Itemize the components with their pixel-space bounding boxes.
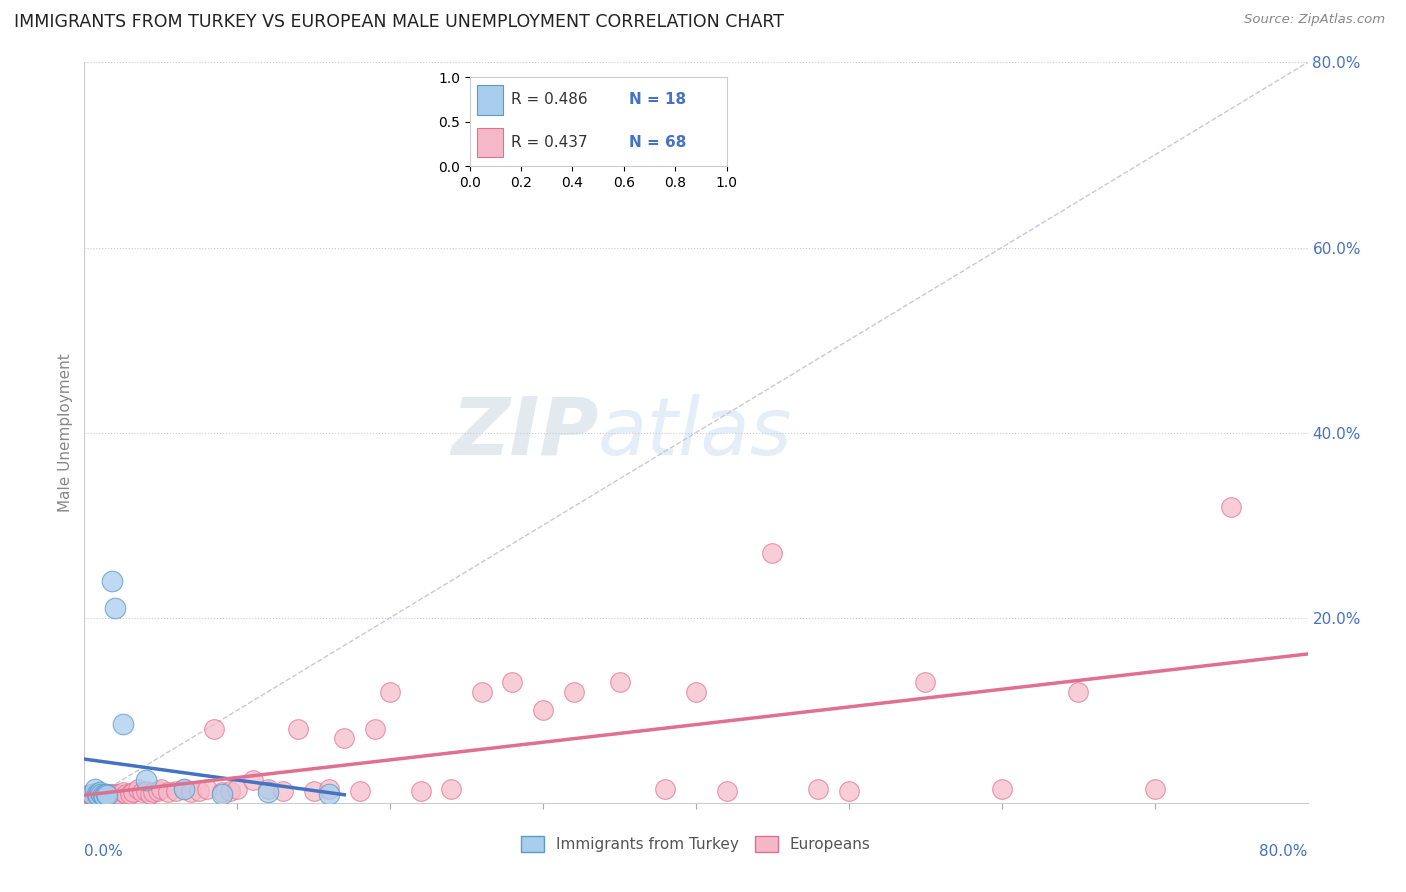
Point [471, 685, 494, 699]
Point [94, 788, 117, 802]
Point [80, 789, 103, 803]
Point [349, 784, 371, 798]
Point [409, 784, 432, 798]
Point [131, 785, 153, 799]
Point [149, 781, 172, 796]
Point [83, 788, 105, 802]
Point [146, 784, 169, 798]
Point [165, 784, 187, 798]
Point [86, 785, 108, 799]
Point [218, 784, 240, 798]
Point [173, 781, 195, 796]
Point [104, 601, 127, 615]
Point [380, 685, 402, 699]
Point [562, 685, 585, 699]
Point [838, 784, 860, 798]
Point [97, 789, 120, 803]
Point [914, 675, 936, 690]
Text: atlas: atlas [598, 393, 793, 472]
Point [96, 789, 118, 803]
Text: Source: ZipAtlas.com: Source: ZipAtlas.com [1244, 13, 1385, 27]
Point [93, 789, 115, 804]
Point [1067, 685, 1090, 699]
Point [1220, 500, 1243, 514]
Point [761, 546, 783, 560]
Point [79, 787, 101, 801]
Point [180, 785, 202, 799]
Point [257, 781, 280, 796]
Point [91, 789, 114, 803]
Point [173, 781, 195, 796]
Point [87, 789, 110, 803]
Point [609, 675, 631, 690]
Point [103, 789, 125, 803]
Point [87, 789, 110, 803]
Point [502, 675, 524, 690]
Point [318, 781, 340, 796]
Legend: Immigrants from Turkey, Europeans: Immigrants from Turkey, Europeans [515, 830, 877, 858]
Point [685, 685, 707, 699]
Text: ZIP: ZIP [451, 393, 598, 472]
Point [271, 784, 294, 798]
Point [202, 722, 225, 736]
Point [114, 788, 136, 802]
Point [139, 787, 162, 801]
Point [122, 785, 145, 799]
Point [654, 781, 676, 796]
Point [94, 787, 117, 801]
Point [80, 787, 103, 801]
Point [157, 785, 180, 799]
Point [86, 787, 108, 801]
Text: 0.0%: 0.0% [84, 844, 124, 858]
Point [188, 784, 211, 798]
Point [90, 787, 112, 801]
Point [211, 785, 233, 799]
Point [111, 785, 134, 799]
Point [127, 781, 149, 796]
Point [96, 787, 118, 801]
Point [333, 731, 356, 745]
Point [195, 781, 218, 796]
Point [111, 717, 134, 731]
Point [101, 787, 124, 801]
Point [991, 781, 1014, 796]
Point [531, 703, 554, 717]
Point [135, 772, 157, 787]
Point [1143, 781, 1166, 796]
Point [91, 789, 114, 803]
Point [90, 787, 112, 801]
Point [211, 787, 233, 801]
Point [101, 574, 124, 588]
Point [84, 787, 107, 801]
Point [120, 787, 142, 801]
Point [89, 785, 111, 799]
Point [142, 785, 165, 799]
Point [98, 788, 121, 802]
Point [104, 788, 127, 802]
Text: 80.0%: 80.0% [1260, 844, 1308, 858]
Point [77, 789, 100, 803]
Point [716, 784, 738, 798]
Point [257, 785, 280, 799]
Text: IMMIGRANTS FROM TURKEY VS EUROPEAN MALE UNEMPLOYMENT CORRELATION CHART: IMMIGRANTS FROM TURKEY VS EUROPEAN MALE … [14, 13, 785, 31]
Point [226, 781, 249, 796]
Point [107, 787, 129, 801]
Point [302, 784, 325, 798]
Y-axis label: Male Unemployment: Male Unemployment [58, 353, 73, 512]
Point [440, 781, 463, 796]
Point [135, 784, 157, 798]
Point [242, 772, 264, 787]
Point [318, 787, 340, 801]
Point [89, 788, 111, 802]
Point [364, 722, 387, 736]
Point [84, 781, 107, 796]
Point [287, 722, 309, 736]
Point [93, 789, 115, 804]
Point [807, 781, 830, 796]
